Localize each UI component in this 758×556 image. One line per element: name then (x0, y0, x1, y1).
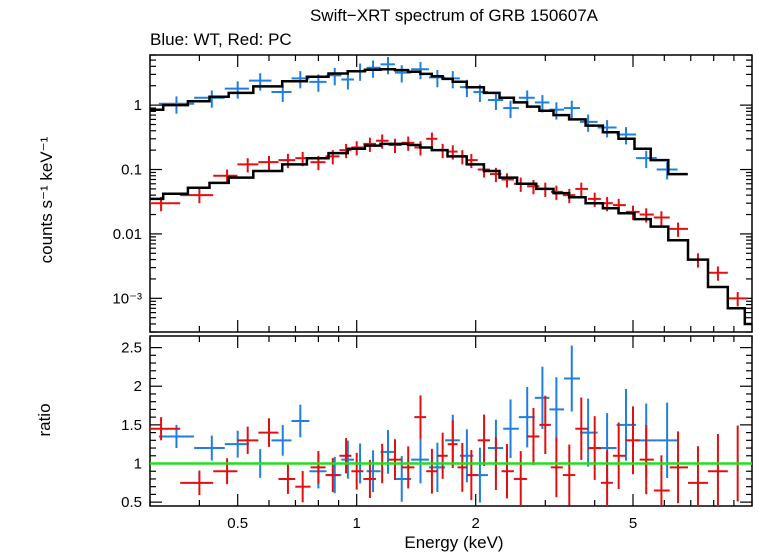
spectrum-panel: 1 0.1 0.01 10⁻³ (112, 54, 753, 333)
ratio-tick-label: 2 (134, 378, 142, 395)
y-tick-label: 10⁻³ (112, 290, 142, 307)
model-line-pc (150, 142, 752, 326)
model-line-wt (150, 68, 688, 176)
chart-title: Swift−XRT spectrum of GRB 150607A (309, 6, 599, 25)
bottom-frame (149, 335, 753, 507)
y-tick-label: 0.1 (121, 162, 142, 179)
x-axis-label: Energy (keV) (404, 533, 504, 552)
x-tick-label: 0.5 (227, 515, 248, 532)
bottom-data (150, 345, 752, 506)
x-tick-label: 5 (629, 515, 637, 532)
ratio-tick-label: 0.5 (121, 494, 142, 511)
top-data (150, 56, 752, 326)
ratio-tick-label: 1.5 (121, 417, 142, 434)
x-tick-label: 1 (353, 515, 361, 532)
x-tick-label: 2 (472, 515, 480, 532)
ratio-panel: 0.5 1 2 5 0.5 1 1.5 2 2.5 (121, 335, 753, 532)
y-tick-label: 0.01 (113, 226, 142, 243)
ratio-tick-label: 2.5 (121, 340, 142, 357)
top-frame (149, 54, 753, 333)
ratio-tick-label: 1 (134, 456, 142, 473)
chart-subtitle: Blue: WT, Red: PC (150, 30, 292, 49)
y-tick-label: 1 (134, 97, 142, 114)
